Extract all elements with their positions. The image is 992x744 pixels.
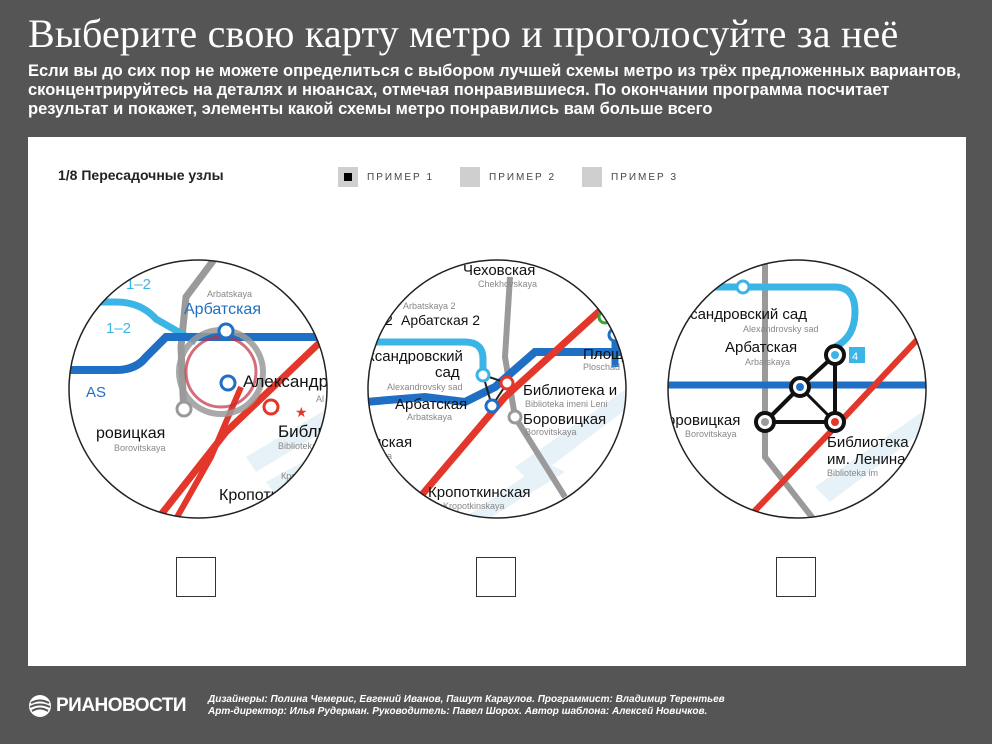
svg-text:нская: нская: [373, 434, 412, 451]
credits: Дизайнеры: Полина Чемерис, Евгений Ивано…: [208, 694, 725, 718]
svg-text:Арбатская: Арбатская: [395, 396, 467, 413]
page-title: Выберите свою карту метро и проголосуйте…: [28, 11, 899, 56]
svg-text:Александров: Александров: [243, 372, 330, 391]
voting-panel: 1/8 Пересадочные узлы ПРИМЕР 1 ПРИМЕР 2 …: [28, 137, 966, 666]
svg-text:Borovitskaya: Borovitskaya: [525, 427, 577, 437]
legend-swatch: [460, 167, 480, 187]
svg-text:Alexandrovsky sad: Alexandrovsky sad: [743, 324, 819, 334]
svg-text:Кропоткин: Кропоткин: [219, 487, 295, 504]
svg-text:ровицкая: ровицкая: [96, 425, 165, 442]
legend-label: ПРИМЕР 3: [611, 171, 679, 183]
vote-checkbox-2[interactable]: [476, 557, 516, 597]
svg-text:Ploschad: Ploschad: [583, 362, 620, 372]
svg-text:Biblioteka imeni Leni: Biblioteka imeni Leni: [525, 399, 608, 409]
vote-checkbox-1[interactable]: [176, 557, 216, 597]
svg-text:Borovitskaya: Borovitskaya: [114, 443, 166, 453]
page-subtitle: Если вы до сих пор не можете определитьс…: [28, 62, 961, 118]
legend-swatch: [582, 167, 602, 187]
vote-checkbox-3[interactable]: [776, 557, 816, 597]
svg-text:Арбатская: Арбатская: [725, 339, 797, 356]
legend-example-1[interactable]: ПРИМЕР 1: [338, 167, 434, 187]
svg-text:Площ: Площ: [583, 346, 623, 363]
svg-text:Боровицкая: Боровицкая: [523, 411, 606, 428]
svg-text:Kropotkinskaya: Kropotkinskaya: [443, 501, 505, 511]
svg-text:Арбатская 2: Арбатская 2: [401, 312, 480, 328]
legend-label: ПРИМЕР 1: [367, 171, 435, 183]
svg-text:сад: сад: [435, 364, 460, 381]
svg-text:1–2: 1–2: [126, 276, 151, 293]
svg-text:Кропоткинская: Кропоткинская: [428, 484, 531, 501]
svg-text:Чеховская: Чеховская: [463, 262, 535, 279]
svg-text:4: 4: [852, 351, 858, 363]
svg-text:ксандровский: ксандровский: [368, 348, 463, 365]
svg-text:2: 2: [385, 312, 393, 328]
svg-text:★: ★: [295, 404, 308, 420]
brand-name: РИАНОВОСТИ: [56, 695, 187, 716]
ria-globe-icon: [29, 695, 51, 717]
svg-text:Arbatskaya 2: Arbatskaya 2: [403, 301, 456, 311]
svg-text:Arbatskaya: Arbatskaya: [745, 357, 790, 367]
step-label: 1/8 Пересадочные узлы: [58, 167, 224, 183]
svg-text:Borovitskaya: Borovitskaya: [685, 429, 737, 439]
svg-text:Библио: Библио: [278, 422, 330, 441]
svg-text:Арбатская: Арбатская: [184, 301, 261, 318]
svg-text:Alexandrovsky sad: Alexandrovsky sad: [387, 382, 463, 392]
credits-line-1: Дизайнеры: Полина Чемерис, Евгений Ивано…: [208, 694, 725, 705]
map-example-2[interactable]: Чеховская Chekhovskaya Arbatskaya 2 2 Ар…: [365, 257, 629, 521]
legend-label: ПРИМЕР 2: [489, 171, 557, 183]
legend-swatch-active: [338, 167, 358, 187]
svg-text:Arbatskaya: Arbatskaya: [207, 289, 252, 299]
legend-example-3[interactable]: ПРИМЕР 3: [582, 167, 678, 187]
svg-text:1–2: 1–2: [106, 320, 131, 337]
svg-text:Al: Al: [316, 394, 324, 404]
svg-text:AS: AS: [86, 384, 106, 401]
svg-text:Arbatskaya: Arbatskaya: [407, 412, 452, 422]
svg-text:Chekhovskaya: Chekhovskaya: [478, 279, 537, 289]
credits-line-2: Арт-директор: Илья Рудерман. Руководител…: [208, 706, 708, 717]
map-example-3[interactable]: 4 ександровский сад Alexandrovsky sad Ар…: [665, 257, 929, 521]
svg-text:Библиотека и: Библиотека и: [523, 382, 617, 399]
svg-text:оровицкая: оровицкая: [667, 412, 740, 429]
legend-example-2[interactable]: ПРИМЕР 2: [460, 167, 556, 187]
svg-text:Библиотека: Библиотека: [827, 434, 909, 451]
svg-text:ександровский сад: ександровский сад: [675, 306, 807, 323]
svg-text:Biblioteka i: Biblioteka i: [278, 441, 322, 451]
map-example-1[interactable]: ★ 1–2 1–2 AS ровицкая Borovitskaya Arbat…: [66, 257, 330, 521]
ria-logo: РИАНОВОСТИ: [28, 694, 187, 718]
svg-text:им. Ленина: им. Ленина: [827, 451, 906, 468]
svg-text:Biblioteka im: Biblioteka im: [827, 468, 878, 478]
